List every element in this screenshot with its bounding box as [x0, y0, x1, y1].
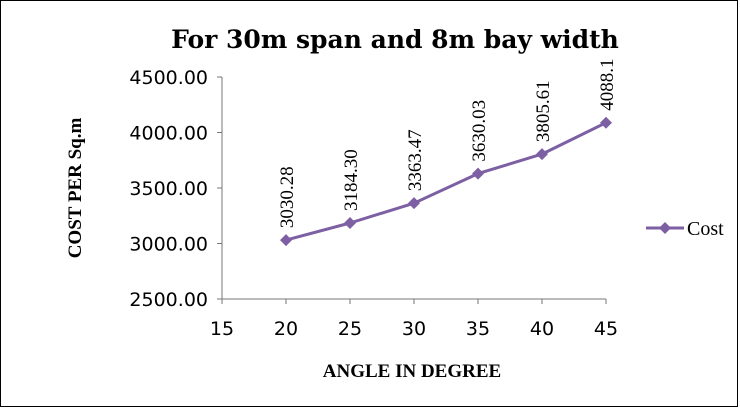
- data-point: [472, 167, 484, 180]
- data-labels: 3030.28 3184.30 3363.47 3630.03 3805.61 4088.…: [277, 58, 618, 228]
- data-label: 4088.1: [597, 58, 618, 110]
- y-tick-label: 4500.00: [129, 67, 208, 89]
- legend-label: Cost: [687, 218, 724, 240]
- data-label: 3805.61: [533, 80, 554, 142]
- series-line-cost: [285, 121, 607, 242]
- x-tick-label: 15: [210, 318, 234, 340]
- axes: 2500.00 3000.00 3500.00 4000.00 4500.00 15 20 2…: [129, 67, 618, 340]
- y-axis-title: COST PER Sq.m: [65, 118, 86, 259]
- data-label: 3030.28: [277, 166, 298, 228]
- data-point: [344, 217, 356, 230]
- x-tick-label: 20: [274, 318, 298, 340]
- x-tick-label: 30: [402, 318, 426, 340]
- data-point: [536, 148, 548, 161]
- data-label: 3630.03: [469, 100, 490, 162]
- data-point: [408, 197, 420, 210]
- data-label: 3363.47: [405, 129, 426, 191]
- data-point: [600, 116, 612, 129]
- x-tick-label: 35: [466, 318, 490, 340]
- data-point: [280, 234, 292, 247]
- chart-title: For 30m span and 8m bay width: [171, 25, 619, 54]
- y-tick-label: 3000.00: [129, 234, 208, 256]
- x-tick-label: 40: [530, 318, 554, 340]
- y-tick-label: 4000.00: [129, 123, 208, 145]
- legend: Cost: [646, 218, 724, 240]
- y-tick-label: 2500.00: [129, 289, 208, 311]
- x-tick-label: 25: [338, 318, 362, 340]
- legend-marker: [659, 222, 671, 234]
- x-axis-title: ANGLE IN DEGREE: [323, 361, 501, 382]
- x-tick-label: 45: [594, 318, 618, 340]
- series-layer: [280, 116, 612, 247]
- data-label: 3184.30: [341, 149, 362, 211]
- y-tick-label: 3500.00: [129, 178, 208, 200]
